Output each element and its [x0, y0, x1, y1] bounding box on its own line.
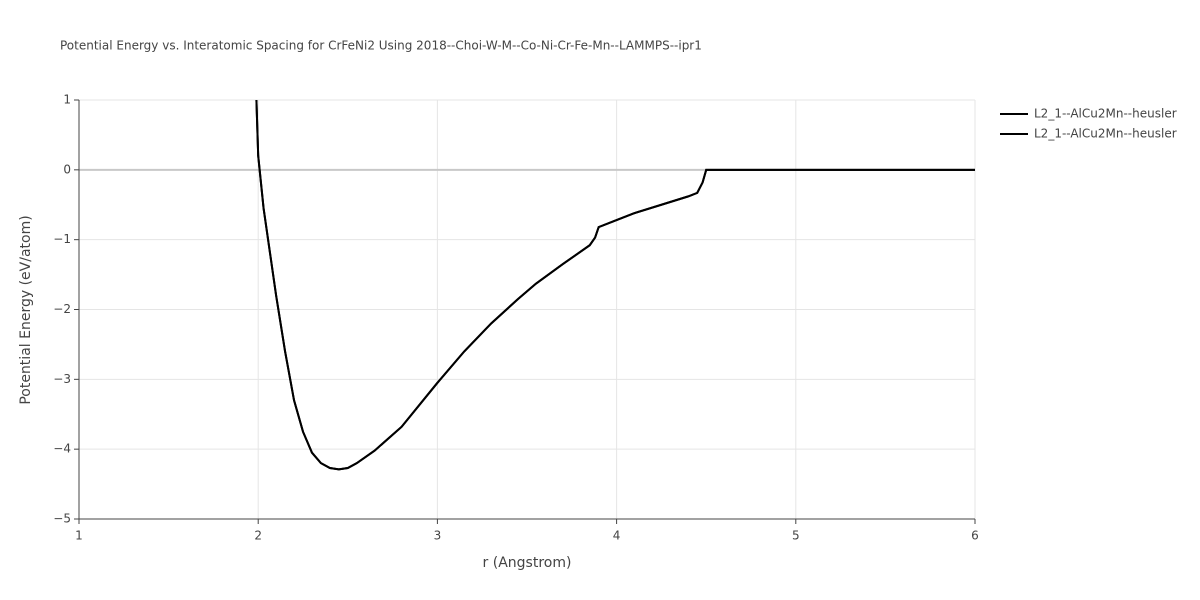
legend-label: L2_1--AlCu2Mn--heusler	[1034, 107, 1177, 121]
x-tick-label: 3	[434, 529, 442, 543]
y-tick-label: 1	[63, 93, 71, 107]
y-tick-label: −3	[53, 372, 71, 386]
y-tick-label: −2	[53, 302, 71, 316]
x-axis-label: r (Angstrom)	[483, 555, 572, 571]
data-line	[255, 99, 975, 471]
y-tick-label: −4	[53, 442, 71, 456]
legend-label: L2_1--AlCu2Mn--heusler	[1034, 127, 1177, 141]
x-tick-label: 5	[792, 529, 800, 543]
x-tick-label: 6	[971, 529, 979, 543]
chart-title: Potential Energy vs. Interatomic Spacing…	[60, 39, 702, 53]
x-tick-label: 4	[613, 529, 621, 543]
x-tick-label: 1	[75, 529, 83, 543]
y-axis-label: Potential Energy (eV/atom)	[18, 215, 34, 404]
y-tick-label: −1	[53, 232, 71, 246]
x-tick-label: 2	[254, 529, 262, 543]
y-tick-label: −5	[53, 512, 71, 526]
data-line	[255, 99, 975, 471]
y-tick-label: 0	[63, 162, 71, 176]
